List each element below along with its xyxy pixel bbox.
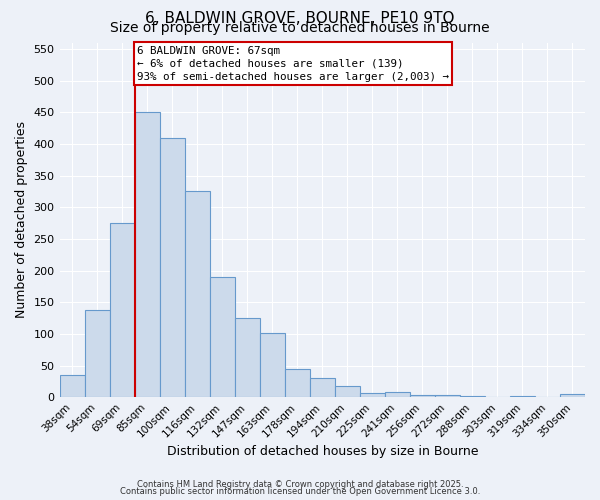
X-axis label: Distribution of detached houses by size in Bourne: Distribution of detached houses by size … (167, 444, 478, 458)
Bar (510, 396, 535, 397)
Text: Contains HM Land Registry data © Crown copyright and database right 2025.: Contains HM Land Registry data © Crown c… (137, 480, 463, 489)
Text: 6, BALDWIN GROVE, BOURNE, PE10 9TQ: 6, BALDWIN GROVE, BOURNE, PE10 9TQ (145, 11, 455, 26)
Bar (435, 396, 460, 397)
Bar (410, 396, 435, 397)
Bar (59, 375, 85, 397)
Y-axis label: Number of detached properties: Number of detached properties (15, 122, 28, 318)
Bar (235, 318, 260, 397)
Bar (310, 378, 335, 397)
Bar (460, 396, 485, 397)
Bar (134, 112, 160, 397)
Bar (160, 138, 185, 397)
Bar (209, 277, 235, 397)
Bar (385, 392, 410, 397)
Text: Size of property relative to detached houses in Bourne: Size of property relative to detached ho… (110, 21, 490, 35)
Bar (260, 332, 285, 397)
Bar (360, 393, 385, 397)
Text: 6 BALDWIN GROVE: 67sqm
← 6% of detached houses are smaller (139)
93% of semi-det: 6 BALDWIN GROVE: 67sqm ← 6% of detached … (137, 46, 449, 82)
Bar (285, 368, 310, 397)
Text: Contains public sector information licensed under the Open Government Licence 3.: Contains public sector information licen… (120, 487, 480, 496)
Bar (335, 386, 360, 397)
Bar (185, 192, 209, 397)
Bar (85, 310, 110, 397)
Bar (560, 394, 585, 397)
Bar (110, 223, 134, 397)
